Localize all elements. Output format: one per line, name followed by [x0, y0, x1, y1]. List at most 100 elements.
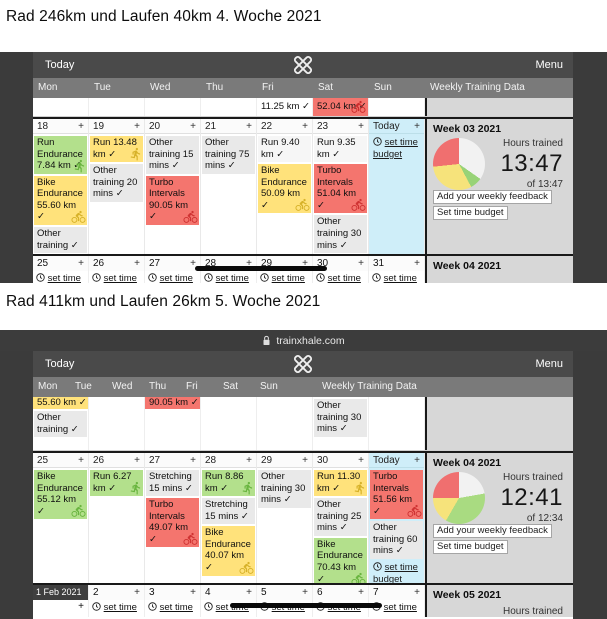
- add-event-button[interactable]: +: [190, 455, 196, 466]
- set-time-budget-link[interactable]: set time budget: [373, 137, 418, 160]
- scroll-indicator[interactable]: [230, 603, 382, 608]
- set-time-budget-button[interactable]: Set time budget: [433, 540, 508, 554]
- event-card[interactable]: Run 9.35 km ✓: [314, 136, 367, 163]
- add-event-button[interactable]: +: [246, 455, 252, 466]
- calendar-column-today: Today + set time budget: [369, 119, 425, 254]
- add-feedback-button[interactable]: Add your weekly feedback: [433, 190, 552, 204]
- menu-button[interactable]: Menu: [535, 59, 563, 71]
- event-card[interactable]: Other training ✓: [34, 411, 87, 438]
- day-name: Wed: [112, 381, 133, 392]
- event-card[interactable]: Stretching 15 mins ✓: [202, 498, 255, 525]
- event-card[interactable]: Bike Endurance 55.60 km ✓: [34, 175, 87, 226]
- add-event-button[interactable]: +: [246, 121, 252, 132]
- event-title: Other training: [373, 522, 405, 545]
- event-card[interactable]: Run 6.27 km ✓: [90, 470, 143, 497]
- event-card[interactable]: Run 8.86 km ✓: [202, 470, 255, 497]
- add-event-button[interactable]: +: [78, 455, 84, 466]
- add-event-button[interactable]: +: [414, 455, 420, 466]
- add-feedback-button[interactable]: Add your weekly feedback: [433, 524, 552, 538]
- spill-activity-remnant[interactable]: 90.05 km ✓: [145, 397, 200, 409]
- event-card[interactable]: Turbo Intervals 90.05 km ✓: [146, 175, 199, 226]
- set-time-link[interactable]: set time: [260, 273, 311, 283]
- add-event-button[interactable]: +: [358, 587, 364, 598]
- add-event-button[interactable]: +: [414, 587, 420, 598]
- add-event-button[interactable]: +: [78, 121, 84, 132]
- event-card[interactable]: Run 13.48 km ✓: [90, 136, 143, 163]
- set-time-link[interactable]: set time: [36, 273, 87, 283]
- add-event-button[interactable]: +: [358, 455, 364, 466]
- add-event-button[interactable]: +: [358, 121, 364, 132]
- event-card[interactable]: Run 9.40 km ✓: [258, 136, 311, 163]
- event-card[interactable]: Stretching 15 mins ✓: [146, 470, 199, 497]
- scroll-indicator[interactable]: [195, 266, 327, 271]
- add-event-button[interactable]: +: [414, 121, 420, 132]
- spill-activity-value[interactable]: 11.25 km ✓: [261, 101, 310, 112]
- today-button[interactable]: Today: [45, 59, 75, 71]
- calendar-column-day-3: 3 + set time: [145, 585, 201, 617]
- add-event-button[interactable]: +: [414, 258, 420, 269]
- day-strip: 4 +: [201, 585, 256, 600]
- day-strip: 26 +: [89, 453, 144, 468]
- add-event-button[interactable]: +: [78, 258, 84, 269]
- event-card[interactable]: Other training 75 mins ✓: [202, 136, 255, 174]
- event-card[interactable]: Run 11.30 km ✓: [314, 470, 367, 497]
- set-time-budget-link[interactable]: set time budget: [373, 562, 418, 583]
- event-card[interactable]: Other training 60 mins ✓: [370, 521, 423, 560]
- set-time-budget-button[interactable]: Set time budget: [433, 206, 508, 220]
- add-event-button[interactable]: +: [134, 121, 140, 132]
- add-event-button[interactable]: +: [302, 455, 308, 466]
- add-event-button[interactable]: +: [190, 587, 196, 598]
- set-time-link[interactable]: set time: [148, 273, 199, 283]
- event-title: Other training: [317, 499, 349, 522]
- event-card[interactable]: Other training 30 mins ✓: [314, 215, 367, 254]
- weekly-panel: Week 04 2021 Hours trained 12:41 of 12:34 Ad…: [425, 453, 573, 583]
- event-card[interactable]: Bike Endurance 70.43 km ✓: [314, 537, 367, 583]
- event-card[interactable]: Other training 15 mins ✓: [146, 136, 199, 174]
- add-event-button[interactable]: +: [246, 258, 252, 269]
- day-strip: 29 +: [257, 453, 312, 468]
- add-event-button[interactable]: +: [134, 258, 140, 269]
- set-time-link[interactable]: set time: [92, 273, 143, 283]
- calendar-column-day-28: 28 + Run 8.86 km ✓ Stretching 15 mins ✓ Bike…: [201, 453, 257, 583]
- add-event-button[interactable]: +: [78, 601, 84, 612]
- event-value: ✓: [68, 423, 79, 435]
- day-number: 21: [205, 121, 217, 132]
- add-event-button[interactable]: +: [134, 587, 140, 598]
- event-card[interactable]: Turbo Intervals 49.07 km ✓: [146, 498, 199, 548]
- event-card[interactable]: Bike Endurance 55.12 km ✓: [34, 470, 87, 520]
- set-time-link[interactable]: set time: [204, 273, 255, 283]
- set-time-link[interactable]: set time: [316, 273, 367, 283]
- add-event-button[interactable]: +: [134, 455, 140, 466]
- add-event-button[interactable]: +: [302, 587, 308, 598]
- calendar-column-day-25: 25 + set time: [33, 256, 89, 283]
- add-event-button[interactable]: +: [302, 121, 308, 132]
- day-strip: 2 +: [89, 585, 144, 600]
- event-card[interactable]: Turbo Intervals 51.56 km ✓: [370, 470, 423, 520]
- spill-activity-value[interactable]: 52.04 km ✓: [313, 98, 368, 116]
- add-event-button[interactable]: +: [190, 258, 196, 269]
- event-card[interactable]: Run Endurance 7.84 km ✓: [34, 136, 87, 174]
- event-card[interactable]: Other training 30 mins ✓: [314, 399, 367, 437]
- event-card[interactable]: Other training 25 mins ✓: [314, 498, 367, 536]
- event-card[interactable]: Turbo Intervals 51.04 km ✓: [314, 164, 367, 214]
- event-card[interactable]: Other training ✓: [34, 227, 87, 254]
- menu-button[interactable]: Menu: [535, 358, 563, 370]
- event-card[interactable]: Bike Endurance 40.07 km ✓: [202, 526, 255, 576]
- set-time-link[interactable]: set time: [372, 273, 423, 283]
- hours-trained-label: Hours trained: [502, 606, 563, 617]
- browser-url-bar[interactable]: trainxhale.com: [0, 330, 607, 351]
- bike-icon: [350, 198, 367, 212]
- event-card[interactable]: Other training 20 mins ✓: [90, 164, 143, 202]
- set-time-link[interactable]: set time: [92, 602, 143, 613]
- weekly-panel-spill: [425, 98, 573, 116]
- add-event-button[interactable]: +: [358, 258, 364, 269]
- add-event-button[interactable]: +: [246, 587, 252, 598]
- event-card[interactable]: Other training 30 mins ✓: [258, 470, 311, 508]
- hours-summary: Hours trained 13:47 of 13:47: [485, 138, 567, 190]
- today-button[interactable]: Today: [45, 358, 75, 370]
- event-card[interactable]: Bike Endurance 50.09 km ✓: [258, 164, 311, 214]
- add-event-button[interactable]: +: [302, 258, 308, 269]
- add-event-button[interactable]: +: [190, 121, 196, 132]
- spill-activity-remnant[interactable]: 55.60 km ✓: [33, 397, 88, 409]
- set-time-link[interactable]: set time: [148, 602, 199, 613]
